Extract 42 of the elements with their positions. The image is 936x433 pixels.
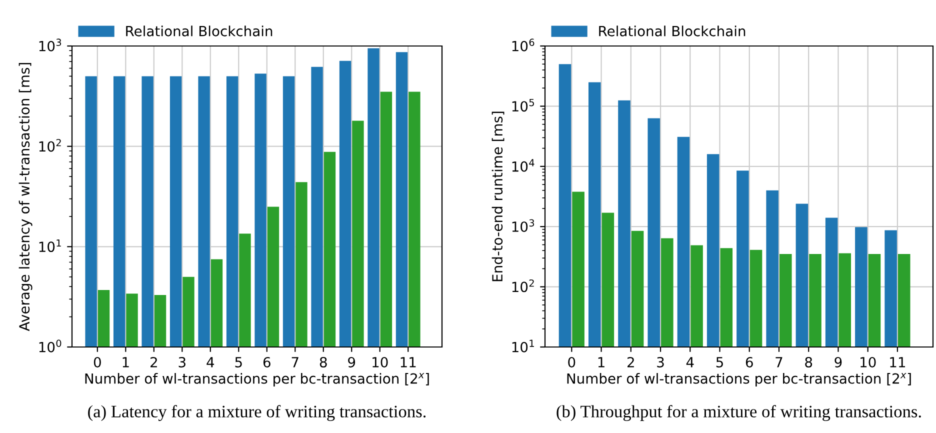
x-tick-label: 5: [235, 357, 242, 368]
x-tick-label: 10: [860, 356, 876, 368]
y-tick-label: 10$^{1}$: [512, 340, 534, 352]
x-tick-label: 8: [805, 356, 812, 368]
x-tick-label: 6: [746, 356, 753, 368]
x-axis-title: Number of wl-transactions per bc-transaction [2$^{x}$]: [85, 372, 429, 386]
y-tick-label: 10$^{1}$: [39, 239, 61, 252]
x-tick-label: 7: [292, 357, 298, 368]
legend-label: Relational Blockchain: [126, 26, 272, 36]
y-tick-label: 10$^{4}$: [512, 159, 534, 172]
x-tick-label: 4: [686, 357, 694, 368]
x-tick-label: 5: [716, 357, 723, 368]
x-tick-label: 4: [206, 357, 214, 368]
y-tick-label: 10$^{2}$: [39, 138, 61, 152]
y-tick-label: 10$^{2}$: [512, 279, 534, 292]
x-tick-label: 1: [122, 357, 129, 368]
x-tick-label: 10: [372, 356, 388, 368]
x-tick-label: 0: [568, 356, 576, 368]
x-tick-label: 11: [400, 357, 416, 368]
y-tick-label: 10$^{3}$: [39, 38, 62, 52]
x-tick-label: 3: [657, 356, 664, 368]
x-tick-label: 9: [834, 356, 842, 368]
x-tick-label: 3: [178, 356, 186, 368]
y-axis-title: Average latency of wl-transaction [ms]: [18, 63, 32, 332]
x-axis-title: Number of wl-transactions per bc-transaction [2$^{x}$]: [567, 372, 911, 386]
x-tick-label: 6: [263, 356, 270, 368]
y-tick-label: 10$^{0}$: [39, 340, 62, 352]
y-tick-label: 10$^{5}$: [512, 98, 534, 112]
x-tick-label: 0: [94, 356, 101, 368]
x-tick-label: 7: [776, 357, 782, 368]
text: (a) Latency for a mixture of writing transactions.: [88, 405, 426, 421]
x-tick-label: 2: [627, 356, 634, 368]
legend-label: Relational Blockchain: [599, 26, 746, 36]
y-tick-label: 10$^{3}$: [512, 219, 534, 232]
x-tick-label: 1: [598, 357, 604, 368]
y-tick-label: 10$^{6}$: [512, 38, 534, 52]
x-tick-label: 11: [890, 357, 906, 368]
text: (b) Throughput for a mixture of writing transactions.: [556, 405, 921, 421]
x-tick-label: 8: [320, 356, 327, 368]
y-axis-title: End-to-end runtime [ms]: [492, 112, 504, 282]
x-tick-label: 9: [348, 356, 356, 368]
x-tick-label: 2: [150, 356, 157, 368]
